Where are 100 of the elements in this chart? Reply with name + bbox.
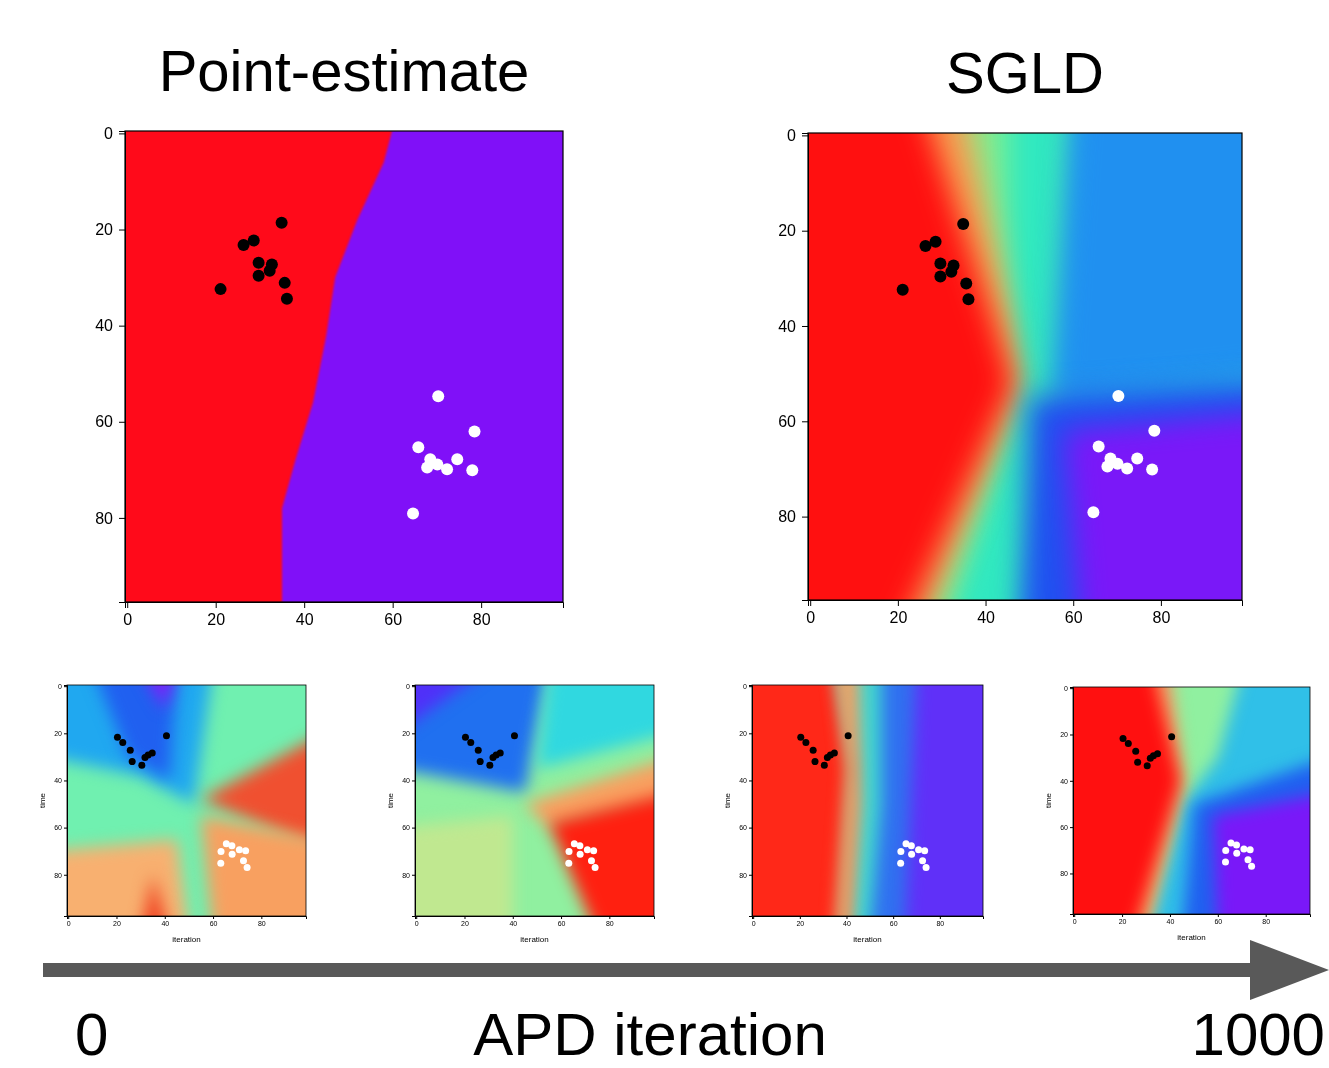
point [1087,506,1100,519]
point [412,441,425,454]
point [960,277,973,290]
point [468,425,481,438]
point [896,283,909,296]
y-axis-title: time [38,792,47,809]
x-axis-title: iteration [520,935,549,944]
y-tick-label: 20 [778,222,797,240]
point [496,749,504,757]
point [591,863,599,871]
point [510,732,518,740]
point [590,847,598,855]
y-tick-label: 0 [104,125,114,143]
point [1119,734,1127,742]
point [148,749,156,757]
point [113,733,121,741]
point [243,863,251,871]
point [217,847,225,855]
point [280,292,293,305]
point [1248,862,1256,870]
point [1222,847,1230,855]
point [252,269,265,282]
point [922,863,930,871]
point [1134,758,1142,766]
point [214,283,227,296]
point [1101,460,1114,473]
point [278,276,291,289]
point [228,842,236,850]
point [407,507,420,520]
x-tick-label: 20 [889,609,908,627]
y-axis-title: time [1044,792,1053,809]
point [802,739,810,747]
point [239,857,247,865]
point [844,732,852,740]
point [467,739,475,747]
point [138,761,146,769]
point [1124,740,1132,748]
point [222,840,230,848]
point [897,859,905,867]
text: APD iteration [473,1001,827,1068]
point [461,733,469,741]
point [919,239,932,252]
y-axis-title: time [723,792,732,809]
point [934,270,947,283]
y-tick-label: 60 [95,413,114,431]
point [907,842,915,850]
point [570,840,578,848]
point [1148,424,1161,437]
point [820,761,828,769]
x-axis-title: iteration [172,935,201,944]
point [119,739,127,747]
y-tick-label: 80 [95,509,114,527]
point [1244,856,1252,864]
point [1112,390,1125,403]
chart-title: SGLD [946,40,1104,105]
point [576,842,584,850]
point [217,859,225,867]
point [797,733,805,741]
point [830,749,838,757]
y-tick-label: 20 [95,221,114,239]
point [128,758,136,766]
point [897,847,905,855]
point [252,256,265,269]
x-tick-label: 80 [1152,609,1171,627]
chart-title: Point-estimate [158,38,530,103]
x-tick-label: 40 [295,611,314,629]
point [908,850,916,858]
point [441,463,454,476]
y-tick-label: 40 [95,317,114,335]
point [1240,845,1248,853]
point [587,857,595,865]
point [962,293,975,306]
point [565,859,573,867]
point [809,746,817,754]
y-tick-label: 0 [787,127,797,144]
y-tick-label: 60 [778,412,797,430]
point [1221,858,1229,866]
point [1246,846,1254,854]
point [451,453,464,466]
point [1154,750,1162,758]
point [237,238,250,251]
x-tick-label: 40 [977,609,996,627]
x-axis-title: iteration [1177,933,1206,942]
point [934,257,947,270]
point [1146,463,1159,476]
point [565,847,573,855]
point [1233,841,1241,849]
y-tick-label: 80 [778,508,797,526]
point [1233,849,1241,857]
point [162,732,170,740]
point [583,846,591,854]
point [1092,440,1105,453]
point [921,847,929,855]
y-tick-label: 40 [778,317,797,335]
point [476,758,484,766]
point [228,850,236,858]
point [466,464,479,477]
x-tick-label: 0 [123,611,133,629]
point [1131,452,1144,465]
point [235,846,243,854]
